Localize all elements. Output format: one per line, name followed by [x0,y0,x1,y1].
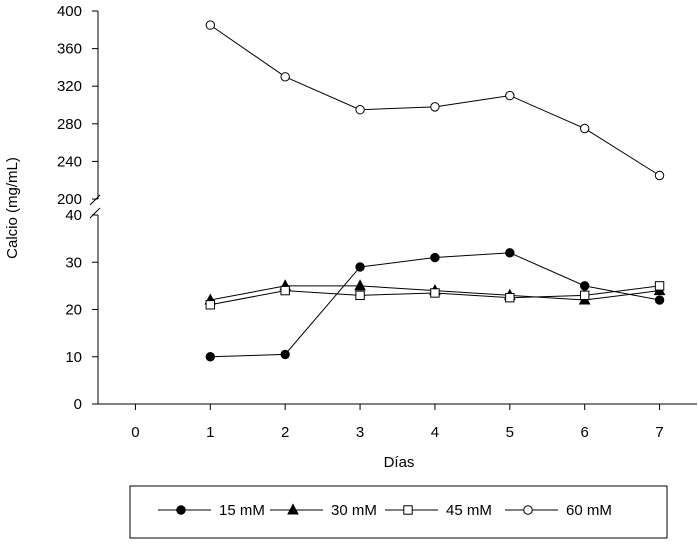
x-tick-label: 0 [131,424,139,441]
filled-circle-marker [579,281,590,291]
filled-triangle-marker [354,279,366,291]
axis-break-mark [89,207,101,219]
open-circle-marker [205,20,216,30]
filled-circle-marker [430,252,440,263]
legend-label: 45 mM [446,502,492,519]
open-circle-marker [654,170,665,181]
y-tick-label: 400 [57,3,82,20]
legend-label: 60 mM [566,502,612,519]
filled-circle-marker [176,505,186,515]
x-tick-label: 4 [431,424,439,441]
legend: 15 mM 30 mM 45 mM 60 mM [158,502,612,519]
open-square-marker [355,290,365,301]
legend-entry: 30 mM [270,502,377,519]
series-15-mm [205,248,665,362]
series-layer [204,20,666,362]
open-square-marker [505,292,515,303]
x-tick-label: 6 [581,424,589,441]
open-circle-marker [280,72,290,82]
y-tick-label: 280 [57,116,82,133]
y-tick-label: 30 [65,254,82,271]
open-square-marker [205,300,216,310]
filled-triangle-marker [287,503,299,515]
legend-box [129,485,668,539]
filled-circle-marker [205,352,216,362]
x-tick-label: 5 [506,424,514,441]
x-tick-label: 1 [206,424,214,441]
filled-circle-marker [505,248,515,258]
open-square-marker [280,285,290,296]
legend-entry: 45 mM [385,502,492,519]
legend-entry: 15 mM [158,502,265,519]
open-circle-marker [579,123,590,134]
open-circle-marker [355,105,365,115]
filled-circle-marker [280,349,290,360]
y-tick-label: 20 [65,302,82,319]
open-square-marker [654,281,665,291]
open-square-marker [579,290,590,301]
open-square-marker [430,288,440,298]
legend-label: 15 mM [219,502,265,519]
y-tick-label: 200 [57,191,82,208]
series-line [210,252,660,358]
y-tick-label: 320 [57,78,82,95]
series-60-mm [205,20,665,181]
x-tick-label: 7 [655,424,663,441]
axis-break-mark [89,194,101,206]
y-tick-label: 0 [74,396,82,413]
y-tick-label: 40 [65,207,82,224]
legend-entry: 60 mM [505,502,612,519]
y-tick-label: 240 [57,153,82,170]
legend-label: 30 mM [331,502,377,519]
open-circle-marker [523,505,533,515]
x-tick-label: 2 [281,424,289,441]
series-line [210,24,660,176]
filled-circle-marker [654,295,665,305]
y-tick-label: 360 [57,41,82,58]
y-tick-label: 10 [65,349,82,366]
open-circle-marker [430,102,440,112]
filled-circle-marker [355,262,365,272]
series-45-mm [205,281,665,310]
x-axis-title: Días [384,454,415,471]
y-axis-title: Calcio (mg/mL) [4,157,21,259]
open-square-marker [403,505,413,515]
open-circle-marker [505,90,515,101]
x-tick-label: 3 [356,424,364,441]
